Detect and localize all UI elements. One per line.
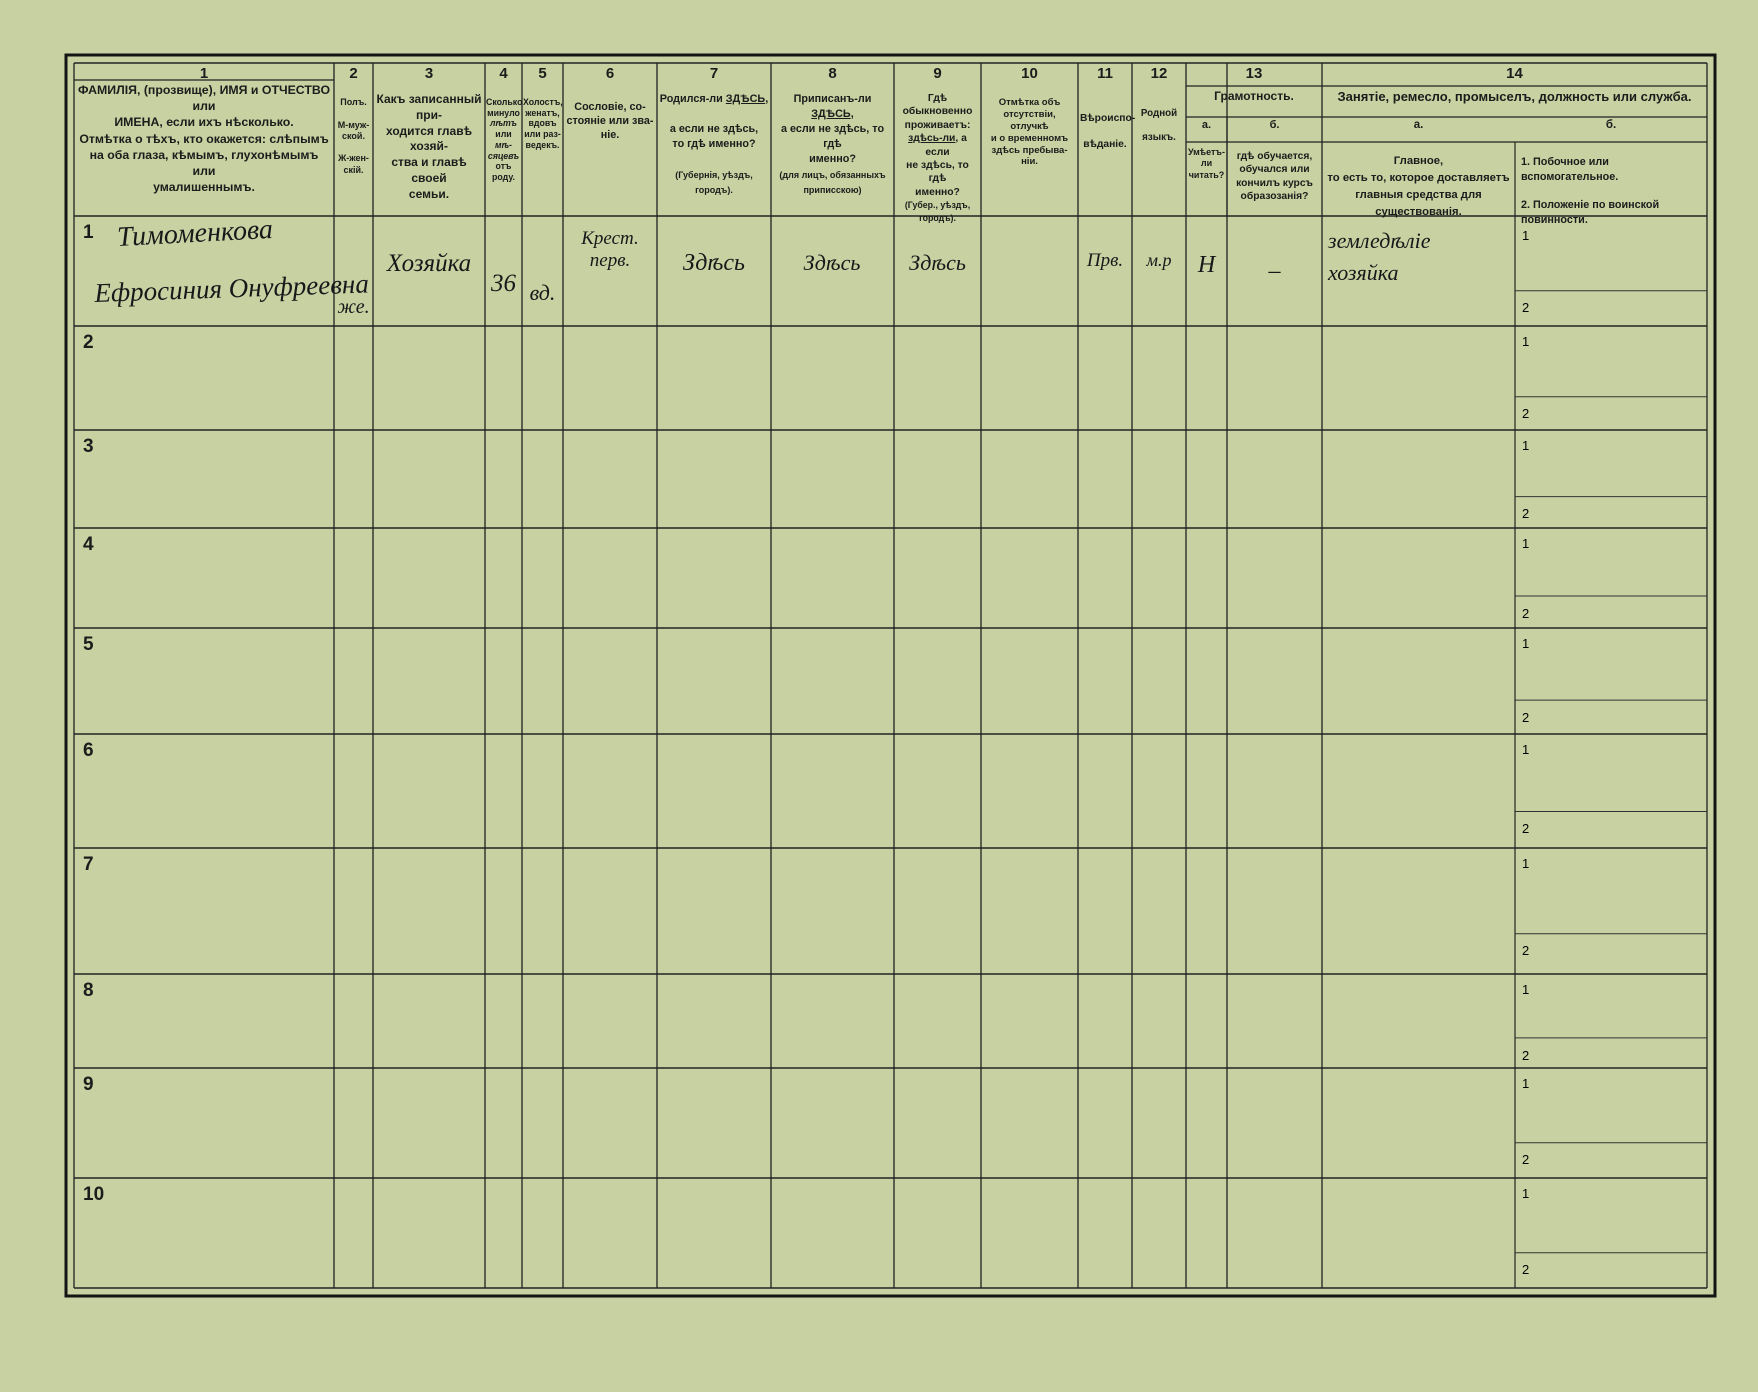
svg-text:2: 2 (1522, 821, 1529, 836)
svg-text:2: 2 (1522, 300, 1529, 315)
svg-text:1: 1 (1522, 636, 1529, 651)
svg-text:2: 2 (1522, 1048, 1529, 1063)
svg-text:1: 1 (1522, 228, 1529, 243)
svg-text:2: 2 (1522, 710, 1529, 725)
svg-text:1: 1 (1522, 982, 1529, 997)
svg-text:1: 1 (1522, 1076, 1529, 1091)
svg-text:1: 1 (1522, 1186, 1529, 1201)
svg-text:2: 2 (1522, 943, 1529, 958)
svg-text:2: 2 (1522, 506, 1529, 521)
svg-text:1: 1 (1522, 334, 1529, 349)
svg-text:1: 1 (1522, 438, 1529, 453)
svg-text:1: 1 (1522, 856, 1529, 871)
svg-text:2: 2 (1522, 406, 1529, 421)
svg-text:1: 1 (1522, 742, 1529, 757)
svg-text:2: 2 (1522, 1152, 1529, 1167)
svg-text:1: 1 (1522, 536, 1529, 551)
svg-text:2: 2 (1522, 1262, 1529, 1277)
svg-text:2: 2 (1522, 606, 1529, 621)
